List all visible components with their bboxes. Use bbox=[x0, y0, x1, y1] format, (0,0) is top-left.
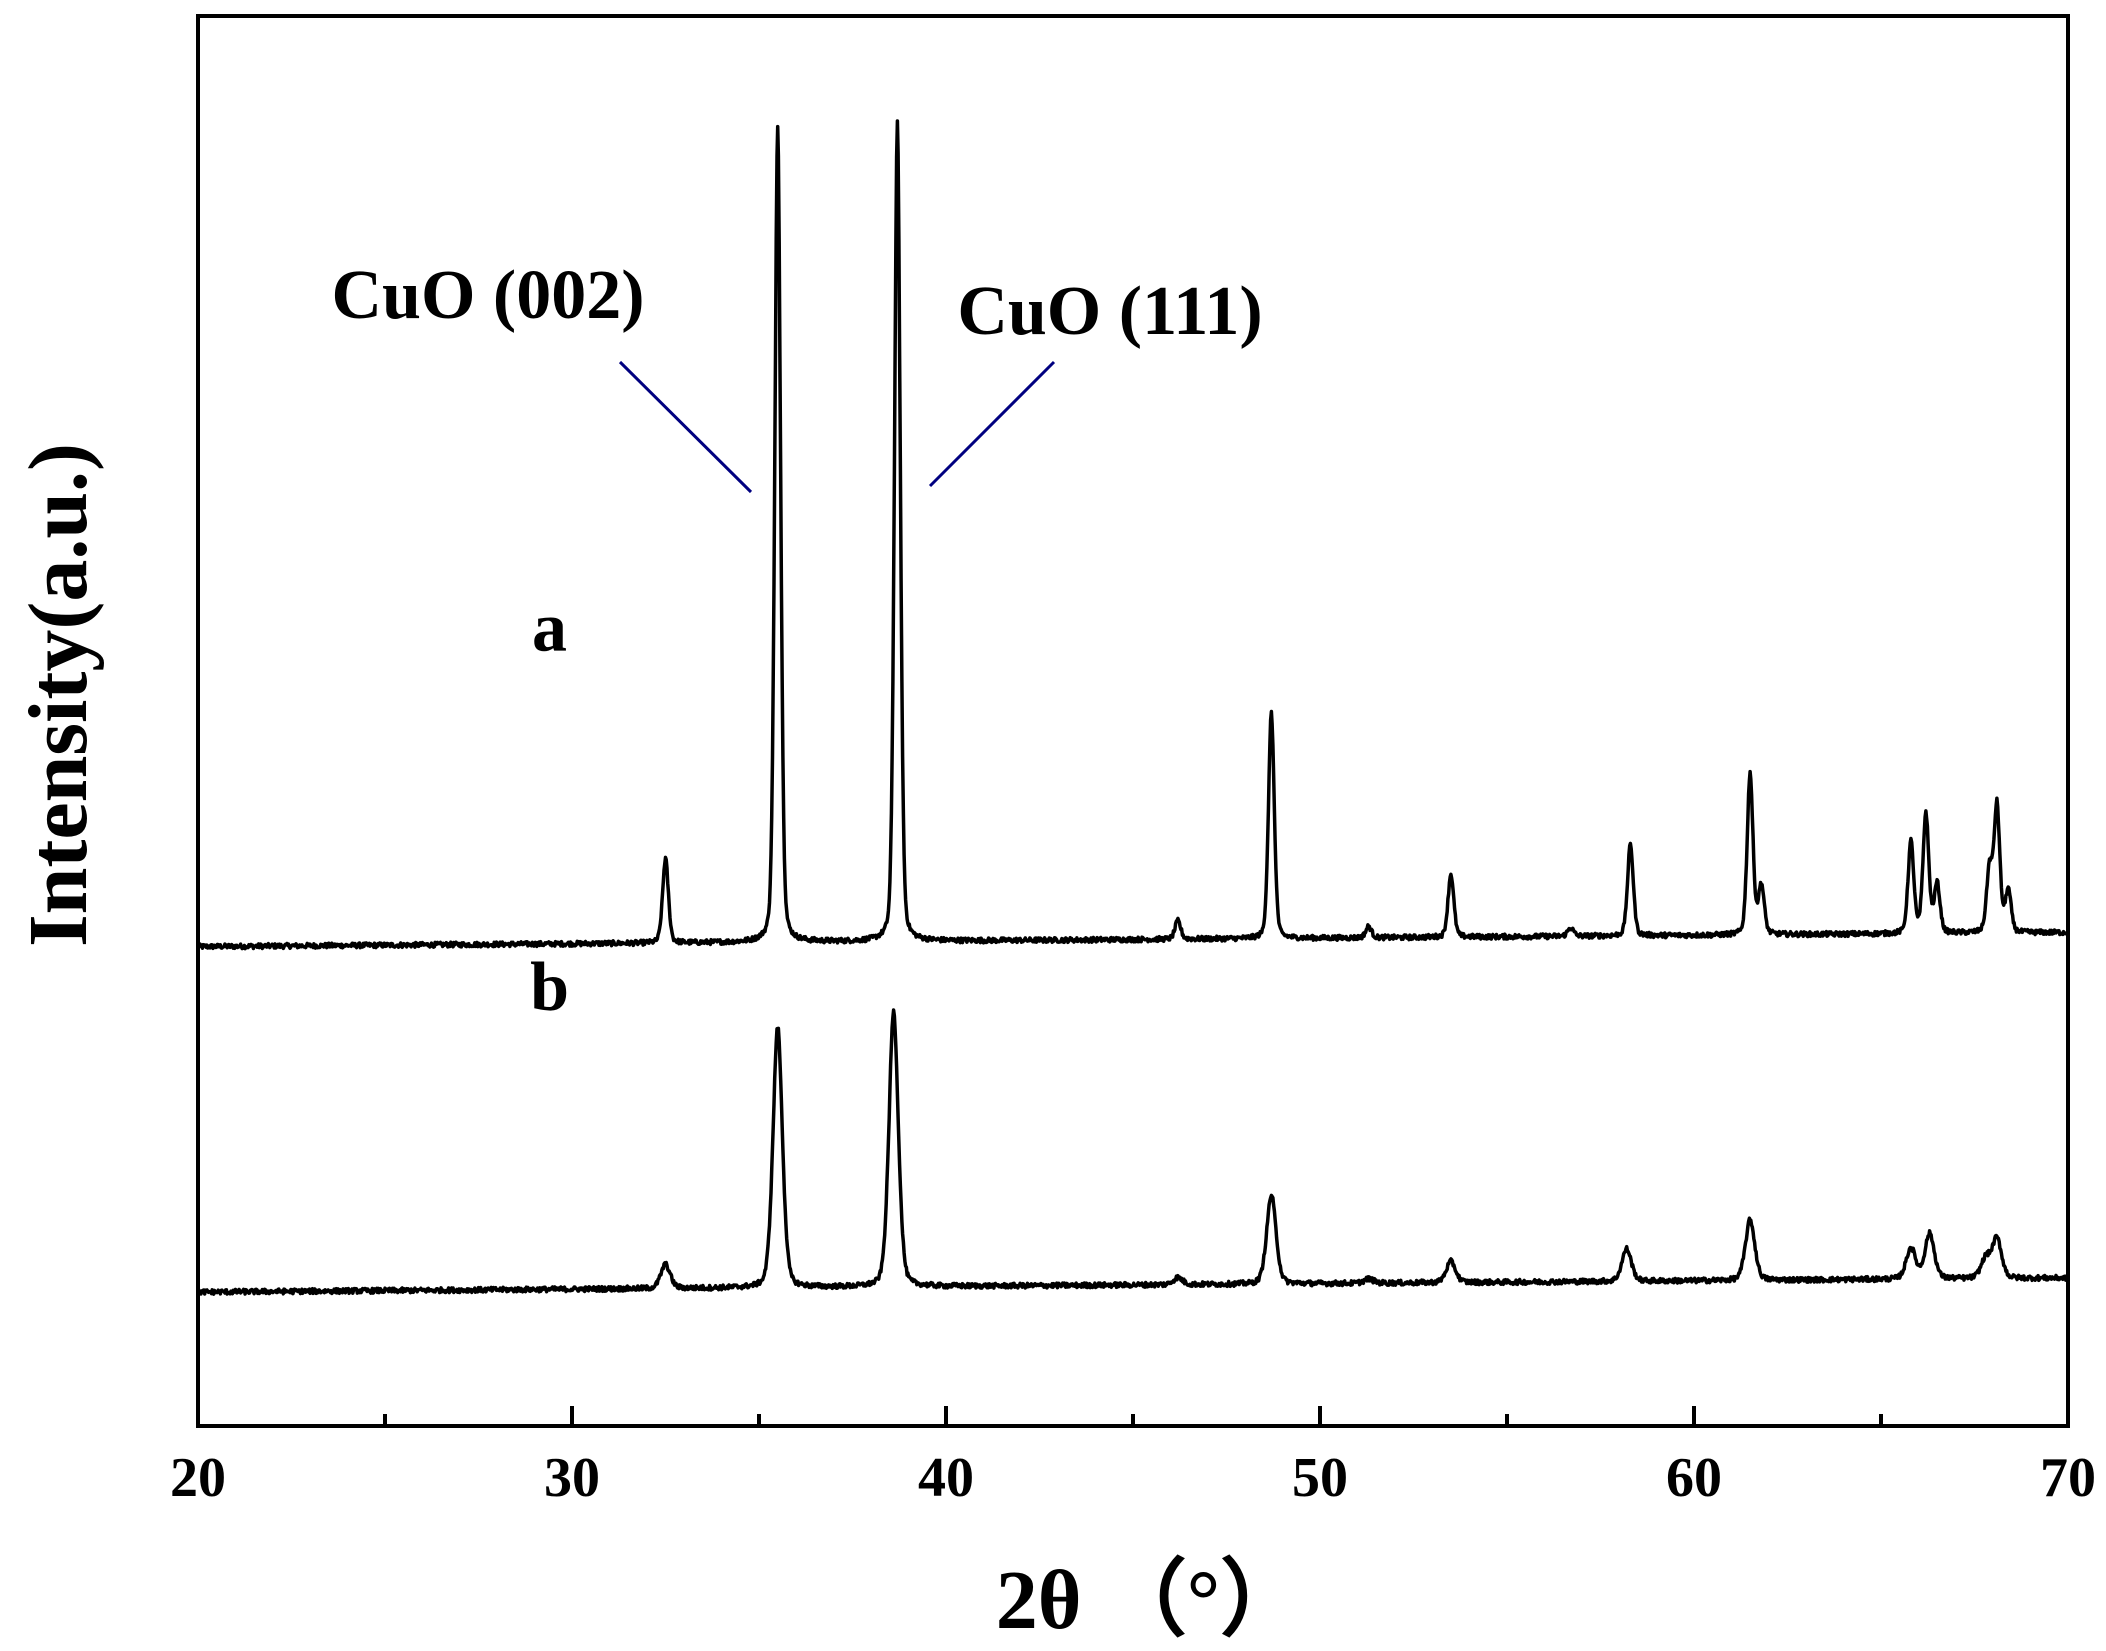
series-label-a: a bbox=[532, 590, 567, 667]
annotation-cuo-111: CuO (111) bbox=[957, 273, 1262, 350]
x-tick-label: 20 bbox=[170, 1447, 226, 1509]
annotation-cuo-002: CuO (002) bbox=[331, 257, 644, 334]
x-tick-label: 60 bbox=[1666, 1447, 1722, 1509]
x-tick-labels: 20 30 40 50 60 70 bbox=[170, 1447, 2096, 1509]
series-label-b: b bbox=[530, 949, 569, 1026]
series-layer: ab bbox=[196, 119, 2070, 1296]
y-axis-label: Intensity(a.u.) bbox=[12, 443, 105, 947]
x-tick-label: 30 bbox=[544, 1447, 600, 1509]
leader-line-cuo-002 bbox=[618, 360, 753, 494]
x-tick-label: 50 bbox=[1292, 1447, 1348, 1509]
x-ticks bbox=[196, 1406, 2070, 1426]
x-tick-label: 40 bbox=[918, 1447, 974, 1509]
x-axis-label: 2θ （°） bbox=[996, 1554, 1304, 1647]
series-line-a bbox=[196, 119, 2070, 951]
x-tick-label: 70 bbox=[2040, 1447, 2096, 1509]
annotations: CuO (002) CuO (111) bbox=[331, 257, 1263, 494]
plot-frame bbox=[196, 14, 2070, 1428]
leader-line-cuo-111 bbox=[928, 360, 1056, 488]
series-line-b bbox=[196, 1008, 2070, 1296]
